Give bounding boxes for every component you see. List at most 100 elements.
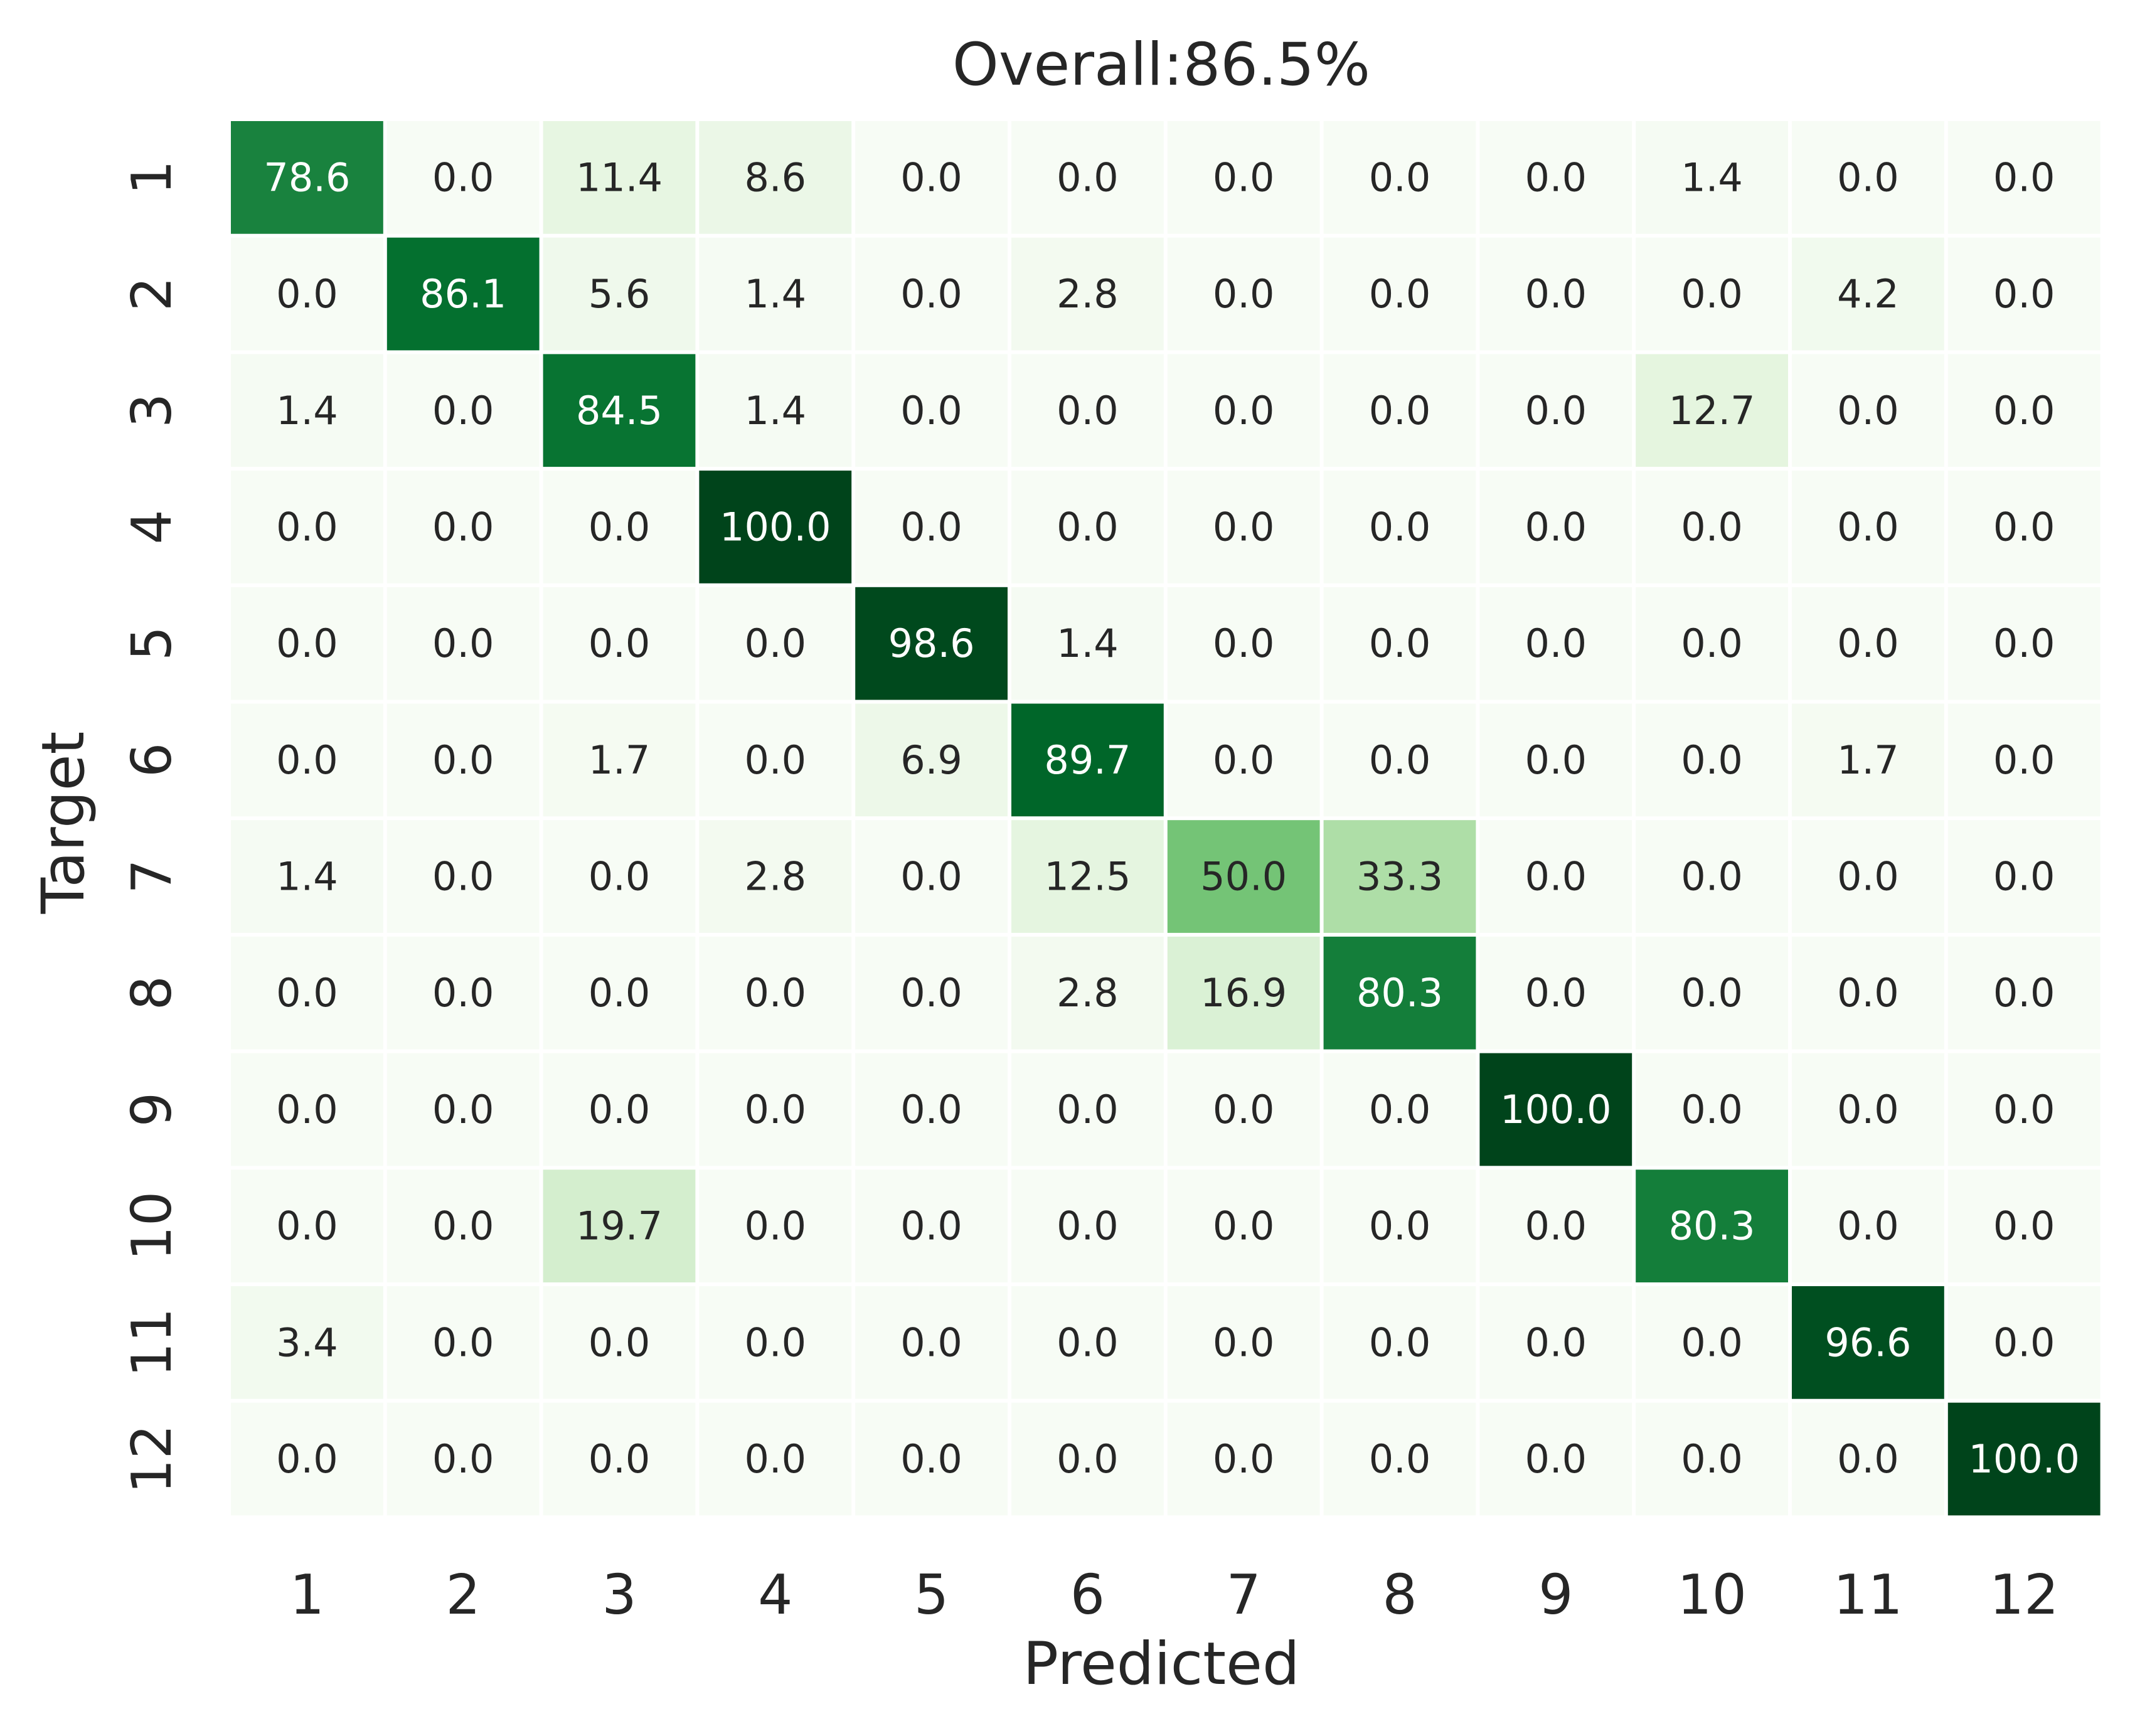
heatmap-cell (1479, 820, 1632, 933)
heatmap-cell (1011, 237, 1164, 351)
cell-value-label: 8.6 (744, 154, 806, 200)
heatmap-cell (1479, 237, 1632, 351)
cell-value-label: 0.0 (1837, 154, 1899, 200)
heatmap-cell (1167, 1053, 1320, 1166)
heatmap-cell (231, 1169, 383, 1282)
cell-value-label: 0.0 (1993, 620, 2055, 666)
cell-value-label: 0.0 (432, 154, 494, 200)
heatmap-cell (855, 587, 1008, 700)
heatmap-cell (543, 1402, 696, 1516)
cell-value-label: 2.8 (1057, 970, 1119, 1016)
cell-value-label: 0.0 (1369, 271, 1431, 317)
heatmap-cell (1792, 1286, 1944, 1399)
cell-value-label: 0.0 (1993, 271, 2055, 317)
y-tick-label: 9 (120, 1092, 184, 1127)
cell-value-label: 0.0 (588, 1436, 651, 1482)
heatmap-cell (1636, 1286, 1788, 1399)
heatmap-cell (855, 936, 1008, 1050)
cell-value-label: 0.0 (1525, 271, 1587, 317)
heatmap-cell (1479, 354, 1632, 467)
cell-value-label: 0.0 (1369, 737, 1431, 783)
cell-value-label: 0.0 (1213, 1203, 1275, 1249)
heatmap-cell (1167, 703, 1320, 817)
heatmap-cell (1947, 354, 2101, 467)
cell-value-label: 0.0 (1213, 1087, 1275, 1132)
heatmap-cell (1636, 121, 1788, 234)
heatmap-cell (1792, 1402, 1944, 1516)
cell-value-label: 0.0 (432, 504, 494, 550)
heatmap-cell (231, 1053, 383, 1166)
heatmap-cell (543, 237, 696, 351)
cell-value-label: 0.0 (1213, 388, 1275, 434)
cell-value-label: 100.0 (720, 504, 831, 550)
cell-value-label: 0.0 (1681, 504, 1743, 550)
heatmap-cell (855, 1286, 1008, 1399)
heatmap-cell (1167, 1169, 1320, 1282)
heatmap-cell (1323, 936, 1476, 1050)
heatmap-cell (855, 1169, 1008, 1282)
cell-value-label: 0.0 (588, 970, 651, 1016)
cell-value-label: 0.0 (1213, 1436, 1275, 1482)
heatmap-cell (386, 936, 540, 1050)
x-tick-label: 3 (602, 1563, 636, 1627)
heatmap-cell (1167, 1286, 1320, 1399)
cell-value-label: 2.8 (744, 854, 806, 900)
heatmap-cell (1947, 703, 2101, 817)
cell-value-label: 12.7 (1669, 388, 1755, 434)
heatmap-cell (1011, 936, 1164, 1050)
cell-value-label: 5.6 (588, 271, 651, 317)
heatmap-cell (1947, 1053, 2101, 1166)
heatmap-cell (1323, 1286, 1476, 1399)
cell-value-label: 0.0 (432, 620, 494, 666)
cell-value-label: 0.0 (1369, 1319, 1431, 1365)
cell-value-label: 80.3 (1356, 970, 1443, 1016)
cell-value-label: 86.1 (420, 271, 506, 317)
heatmap-cell (1323, 354, 1476, 467)
heatmap-cell (543, 121, 696, 234)
heatmap-cell (1479, 703, 1632, 817)
heatmap-cell (386, 1053, 540, 1166)
cell-value-label: 0.0 (1057, 1436, 1119, 1482)
cell-value-label: 11.4 (576, 154, 663, 200)
cell-value-label: 0.0 (1681, 1319, 1743, 1365)
cell-value-label: 0.0 (1369, 1087, 1431, 1132)
heatmap-cell (699, 587, 852, 700)
heatmap-cell (1167, 936, 1320, 1050)
y-tick-label: 11 (120, 1307, 184, 1377)
heatmap-cell (231, 471, 383, 583)
cell-value-label: 0.0 (1369, 504, 1431, 550)
cell-value-label: 1.4 (1057, 620, 1119, 666)
cell-value-label: 0.0 (276, 970, 338, 1016)
cell-value-label: 0.0 (1369, 154, 1431, 200)
heatmap-cell (231, 820, 383, 933)
cell-value-label: 0.0 (1525, 388, 1587, 434)
cell-value-label: 96.6 (1824, 1319, 1911, 1365)
heatmap-cell (1792, 237, 1944, 351)
cell-value-label: 0.0 (1681, 1087, 1743, 1132)
heatmap-cell (386, 703, 540, 817)
heatmap-cell (1323, 237, 1476, 351)
cell-value-label: 0.0 (432, 1203, 494, 1249)
y-tick-label: 10 (120, 1191, 184, 1261)
cell-value-label: 0.0 (1213, 504, 1275, 550)
cell-value-label: 0.0 (1993, 737, 2055, 783)
cell-value-label: 0.0 (276, 1087, 338, 1132)
cell-value-label: 89.7 (1044, 737, 1131, 783)
heatmap-cell (1947, 1169, 2101, 1282)
cell-value-label: 1.7 (1837, 737, 1899, 783)
cell-value-label: 0.0 (432, 388, 494, 434)
cell-value-label: 0.0 (1837, 1203, 1899, 1249)
heatmap-cell (1479, 1286, 1632, 1399)
heatmap-cell (1323, 1053, 1476, 1166)
heatmap-cell (386, 121, 540, 234)
cell-value-label: 0.0 (432, 1436, 494, 1482)
cell-value-label: 0.0 (276, 620, 338, 666)
heatmap-cell (699, 1169, 852, 1282)
cell-value-label: 0.0 (744, 1203, 806, 1249)
cell-value-label: 1.4 (1681, 154, 1743, 200)
heatmap-cell (855, 471, 1008, 583)
cell-value-label: 1.4 (276, 854, 338, 900)
cell-value-label: 0.0 (588, 504, 651, 550)
cell-value-label: 33.3 (1356, 854, 1443, 900)
